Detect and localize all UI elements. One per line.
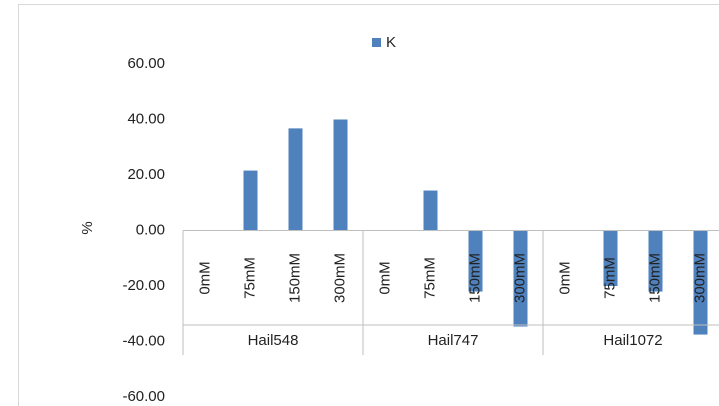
bar xyxy=(243,170,258,231)
legend-label: K xyxy=(386,34,396,51)
x-tick-label: 0mM xyxy=(556,261,573,294)
bar xyxy=(288,128,303,231)
bar xyxy=(423,190,438,231)
group-label: Hail548 xyxy=(248,332,299,349)
x-tick-label: 150mM xyxy=(466,253,483,303)
y-tick-label: 60.00 xyxy=(127,55,165,72)
x-tick-label: 75mM xyxy=(421,257,438,299)
x-tick-label: 300mM xyxy=(331,253,348,303)
x-tick-label: 300mM xyxy=(691,253,708,303)
y-tick-label: 20.00 xyxy=(127,166,165,183)
bar xyxy=(513,230,528,327)
x-tick-label: 150mM xyxy=(646,253,663,303)
y-tick-label: -40.00 xyxy=(122,332,165,349)
group-label: Hail747 xyxy=(428,332,479,349)
chart-frame xyxy=(18,4,719,406)
y-tick-label: -60.00 xyxy=(122,388,165,405)
y-tick-label: -20.00 xyxy=(122,277,165,294)
bar xyxy=(693,230,708,335)
bar xyxy=(333,119,348,231)
x-tick-label: 75mM xyxy=(241,257,258,299)
group-label: Hail1072 xyxy=(603,332,662,349)
legend-swatch xyxy=(372,38,381,47)
bar xyxy=(603,230,618,286)
x-tick-label: 150mM xyxy=(286,253,303,303)
x-tick-label: 0mM xyxy=(376,261,393,294)
x-tick-label: 0mM xyxy=(196,261,213,294)
y-tick-label: 40.00 xyxy=(127,110,165,127)
bar xyxy=(648,230,663,292)
x-tick-label: 75mM xyxy=(601,257,618,299)
y-axis-label: % xyxy=(79,221,96,234)
y-tick-label: 0.00 xyxy=(136,221,165,238)
bar xyxy=(468,230,483,292)
x-tick-label: 300mM xyxy=(511,253,528,303)
